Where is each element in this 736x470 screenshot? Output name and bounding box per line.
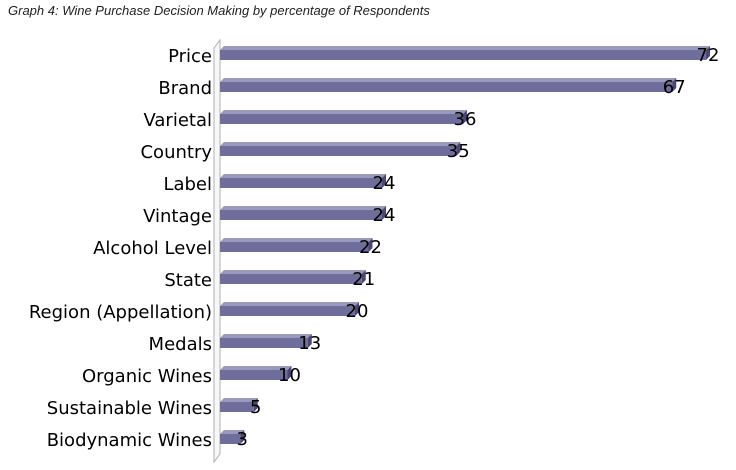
bar-front-face xyxy=(220,370,288,380)
value-label: 67 xyxy=(663,77,686,98)
bar-top-face xyxy=(220,334,312,338)
bar-top-face xyxy=(220,430,245,434)
bar xyxy=(220,238,373,252)
bar-top-face xyxy=(220,302,359,306)
bar-top-face xyxy=(220,46,710,50)
category-label: Region (Appellation) xyxy=(29,302,212,323)
value-labels: 72 67 36 35 24 24 22 21 20 13 10 53 xyxy=(237,45,720,450)
category-label: Country xyxy=(140,142,212,163)
value-label: 35 xyxy=(447,141,470,162)
bar-end-cap xyxy=(361,270,366,284)
bar-top-face xyxy=(220,398,258,402)
bar-end-cap xyxy=(382,206,386,220)
bars-group xyxy=(220,46,710,444)
bar-front-face xyxy=(220,178,382,188)
category-label: Biodynamic Wines xyxy=(47,430,212,451)
value-label: 24 xyxy=(373,173,396,194)
bar-end-cap xyxy=(355,302,359,316)
bar-end-cap xyxy=(253,398,258,412)
category-label: Alcohol Level xyxy=(93,238,212,259)
category-label: Brand xyxy=(158,78,212,99)
bar-end-cap xyxy=(382,174,386,188)
bar-front-face xyxy=(220,82,673,92)
bar-end-cap xyxy=(287,366,292,380)
bar xyxy=(220,46,710,60)
value-label: 3 xyxy=(237,429,248,450)
value-label: 22 xyxy=(359,237,382,258)
category-label: Organic Wines xyxy=(82,366,212,387)
bar xyxy=(220,110,467,124)
value-label: 13 xyxy=(298,333,321,354)
bar-end-cap xyxy=(307,334,312,348)
bar-end-cap xyxy=(456,142,461,156)
bar xyxy=(220,78,677,92)
bar xyxy=(220,142,461,156)
bar-top-face xyxy=(220,78,677,82)
bar-front-face xyxy=(220,50,706,60)
axis-wall xyxy=(213,38,221,464)
chart-title: Graph 4: Wine Purchase Decision Making b… xyxy=(8,3,430,18)
bar-front-face xyxy=(220,242,369,252)
bar xyxy=(220,398,258,412)
value-label: 36 xyxy=(454,109,477,130)
category-label: Label xyxy=(163,174,212,195)
bar xyxy=(220,174,386,188)
bar-front-face xyxy=(220,210,382,220)
category-label: Medals xyxy=(149,334,212,355)
bar-top-face xyxy=(220,270,366,274)
value-label: 10 xyxy=(278,365,301,386)
category-label: Sustainable Wines xyxy=(47,398,212,419)
bar-top-face xyxy=(220,238,373,242)
bar-front-face xyxy=(220,402,254,412)
value-label: 20 xyxy=(346,301,369,322)
category-label: Varietal xyxy=(143,110,212,131)
bar-top-face xyxy=(220,174,386,178)
bar xyxy=(220,366,292,380)
bar-front-face xyxy=(220,274,362,284)
bar-end-cap xyxy=(672,78,677,92)
axis-wall-plane xyxy=(213,38,221,464)
value-label: 5 xyxy=(250,397,261,418)
bar-end-cap xyxy=(463,110,467,124)
bar-front-face xyxy=(220,146,457,156)
category-label: Vintage xyxy=(143,206,212,227)
bar-end-cap xyxy=(706,46,710,60)
bar-top-face xyxy=(220,366,292,370)
bar-end-cap xyxy=(240,430,245,444)
bar xyxy=(220,302,359,316)
bar-front-face xyxy=(220,338,308,348)
value-label: 72 xyxy=(697,45,720,66)
bar xyxy=(220,430,245,444)
bar-end-cap xyxy=(368,238,373,252)
bar-front-face xyxy=(220,306,355,316)
bar-front-face xyxy=(220,114,463,124)
bar-front-face xyxy=(220,434,241,444)
bar-top-face xyxy=(220,206,386,210)
value-label: 21 xyxy=(352,269,375,290)
category-label: State xyxy=(164,270,212,291)
value-label: 24 xyxy=(373,205,396,226)
category-label: Price xyxy=(168,46,212,67)
bar xyxy=(220,334,312,348)
bar xyxy=(220,206,386,220)
bar-top-face xyxy=(220,142,461,146)
category-labels: Price Brand Varietal Country Label Vintage Alc… xyxy=(29,46,212,451)
bar xyxy=(220,270,366,284)
bar-top-face xyxy=(220,110,467,114)
